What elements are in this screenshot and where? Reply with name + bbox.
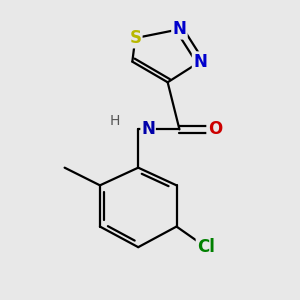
Text: H: H (110, 114, 120, 128)
Text: N: N (141, 120, 155, 138)
Text: N: N (172, 20, 186, 38)
Text: S: S (129, 29, 141, 47)
Text: Cl: Cl (197, 238, 215, 256)
Text: N: N (193, 53, 207, 71)
Text: O: O (208, 120, 222, 138)
